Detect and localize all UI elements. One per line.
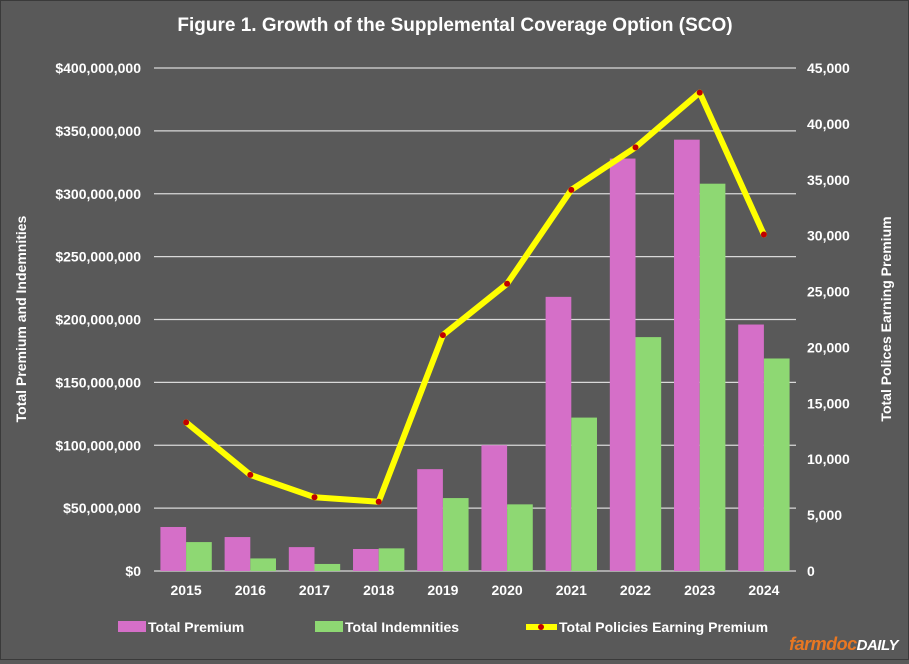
right-tick-label: 35,000 (807, 172, 850, 188)
left-tick-label: $150,000,000 (55, 374, 141, 390)
line-marker (632, 144, 639, 151)
x-tick-label: 2024 (748, 582, 779, 598)
x-tick-label: 2023 (684, 582, 715, 598)
line-marker (504, 280, 511, 287)
left-tick-label: $350,000,000 (55, 123, 141, 139)
bar-total-indemnities (314, 563, 341, 571)
left-tick-label: $200,000,000 (55, 312, 141, 328)
bar-total-premium (609, 158, 636, 572)
right-tick-label: 0 (807, 563, 815, 579)
left-tick-label: $0 (125, 563, 141, 579)
bar-total-indemnities (635, 337, 662, 571)
logo-part2: DAILY (856, 637, 899, 654)
x-tick-label: 2017 (299, 582, 330, 598)
line-marker (568, 186, 575, 193)
farmdoc-daily-logo: farmdocDAILY (789, 634, 898, 655)
left-tick-label: $50,000,000 (63, 500, 141, 516)
legend-label-indemnities: Total Indemnities (345, 619, 459, 635)
bar-total-premium (738, 324, 764, 571)
bar-total-premium (545, 296, 572, 571)
bar-total-premium (288, 547, 315, 571)
x-tick-label: 2022 (620, 582, 651, 598)
right-axis-title: Total Polices Earning Premium (878, 216, 894, 421)
x-tick-label: 2018 (363, 582, 394, 598)
right-tick-label: 20,000 (807, 339, 850, 355)
x-tick-label: 2019 (427, 582, 458, 598)
left-tick-label: $100,000,000 (55, 437, 141, 453)
x-tick-label: 2016 (235, 582, 266, 598)
bar-total-indemnities (442, 498, 469, 571)
x-tick-label: 2015 (171, 582, 202, 598)
right-tick-label: 25,000 (807, 284, 850, 300)
bar-total-premium (674, 139, 700, 572)
line-marker (183, 419, 190, 426)
bar-total-indemnities (699, 183, 726, 571)
bar-total-indemnities (763, 358, 790, 571)
line-marker (311, 494, 318, 501)
logo-part1: farmdoc (789, 634, 857, 654)
bar-total-indemnities (507, 504, 533, 571)
bar-total-indemnities (571, 417, 597, 571)
bar-total-premium (160, 526, 187, 571)
right-tick-label: 40,000 (807, 116, 850, 132)
x-tick-label: 2021 (556, 582, 587, 598)
chart-title: Figure 1. Growth of the Supplemental Cov… (177, 15, 732, 36)
line-marker (760, 231, 767, 238)
left-tick-label: $400,000,000 (55, 60, 141, 76)
bar-total-premium (224, 537, 251, 571)
bar-total-premium (417, 469, 443, 571)
x-tick-label: 2020 (492, 582, 523, 598)
bar-total-premium (481, 445, 508, 571)
right-tick-label: 5,000 (807, 507, 842, 523)
right-tick-label: 15,000 (807, 395, 850, 411)
bar-total-indemnities (378, 548, 405, 571)
right-tick-label: 10,000 (807, 451, 850, 467)
line-marker (439, 332, 446, 339)
legend-swatch-indemnities (315, 621, 343, 632)
bar-total-premium (353, 548, 379, 571)
legend-marker-policies (538, 624, 544, 630)
legend-label-policies: Total Policies Earning Premium (559, 619, 768, 635)
line-marker (375, 498, 382, 505)
left-axis-title: Total Premium and Indemnities (13, 215, 29, 422)
legend-swatch-premium (118, 621, 146, 632)
left-tick-label: $250,000,000 (55, 249, 141, 265)
left-tick-label: $300,000,000 (55, 186, 141, 202)
line-marker (247, 471, 254, 478)
bar-total-indemnities (250, 558, 276, 571)
bar-total-indemnities (186, 542, 212, 571)
line-total-policies (183, 89, 767, 505)
legend-label-premium: Total Premium (148, 619, 244, 635)
right-tick-label: 45,000 (807, 60, 850, 76)
line-marker (696, 89, 703, 96)
right-tick-label: 30,000 (807, 228, 850, 244)
